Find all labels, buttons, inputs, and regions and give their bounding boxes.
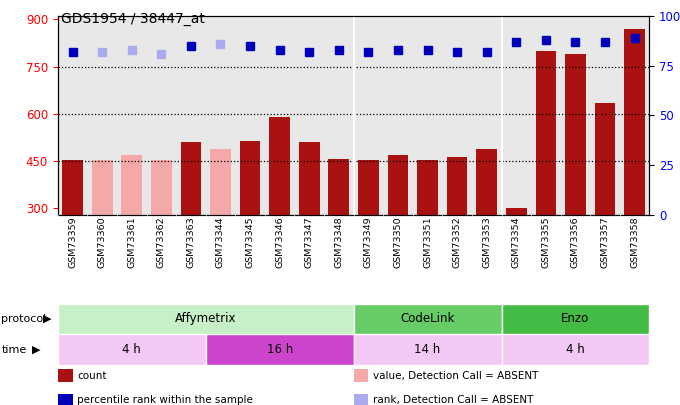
Bar: [447, 157, 467, 215]
Bar: [388, 155, 408, 215]
Text: percentile rank within the sample: percentile rank within the sample: [78, 395, 253, 405]
Bar: [354, 394, 369, 405]
Text: ▶: ▶: [32, 345, 41, 354]
Bar: [354, 334, 502, 364]
Bar: [624, 29, 645, 215]
Bar: [595, 103, 615, 215]
Bar: [151, 160, 171, 215]
Text: value, Detection Call = ABSENT: value, Detection Call = ABSENT: [373, 371, 539, 381]
Bar: [565, 54, 585, 215]
Text: GDS1954 / 38447_at: GDS1954 / 38447_at: [61, 12, 205, 26]
Bar: [206, 334, 354, 364]
Bar: [58, 304, 354, 334]
Bar: [269, 117, 290, 215]
Text: 14 h: 14 h: [414, 343, 441, 356]
Bar: [58, 369, 73, 382]
Text: 16 h: 16 h: [267, 343, 293, 356]
Text: ▶: ▶: [43, 314, 52, 324]
Text: Enzo: Enzo: [561, 312, 590, 326]
Bar: [502, 334, 649, 364]
Text: rank, Detection Call = ABSENT: rank, Detection Call = ABSENT: [373, 395, 534, 405]
Bar: [354, 369, 369, 382]
Bar: [181, 142, 201, 215]
Text: 4 h: 4 h: [122, 343, 141, 356]
Bar: [58, 334, 206, 364]
Bar: [354, 304, 502, 334]
Bar: [418, 160, 438, 215]
Bar: [210, 149, 231, 215]
Bar: [92, 160, 112, 215]
Bar: [506, 208, 526, 215]
Text: time: time: [1, 345, 27, 354]
Bar: [502, 304, 649, 334]
Bar: [477, 149, 497, 215]
Text: protocol: protocol: [1, 314, 47, 324]
Bar: [358, 160, 379, 215]
Bar: [63, 160, 83, 215]
Bar: [536, 51, 556, 215]
Text: CodeLink: CodeLink: [401, 312, 455, 326]
Bar: [240, 141, 260, 215]
Text: 4 h: 4 h: [566, 343, 585, 356]
Bar: [122, 156, 142, 215]
Bar: [58, 394, 73, 405]
Text: count: count: [78, 371, 107, 381]
Text: Affymetrix: Affymetrix: [175, 312, 237, 326]
Bar: [328, 159, 349, 215]
Bar: [299, 142, 320, 215]
